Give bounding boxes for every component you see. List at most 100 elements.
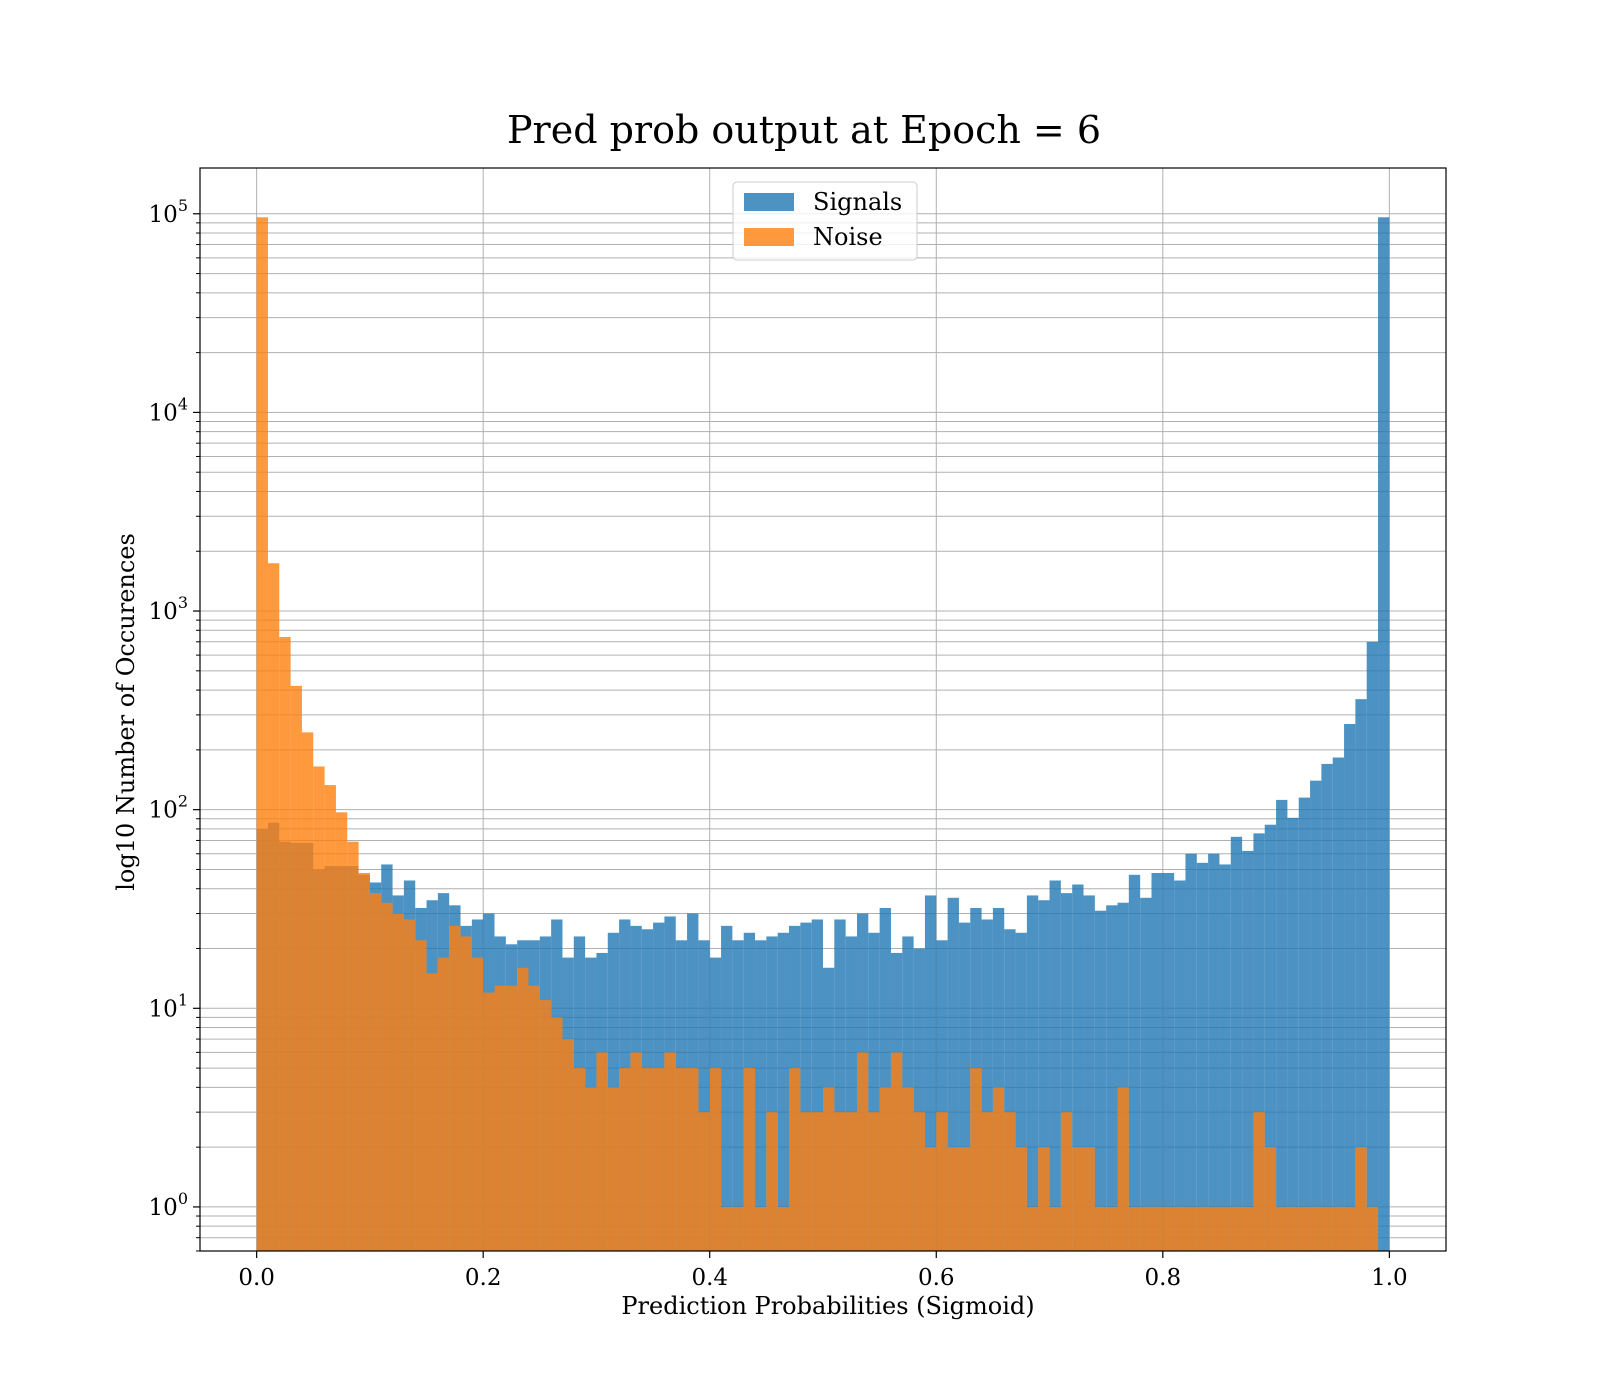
bar-noise (279, 637, 291, 1251)
bar-noise (755, 1206, 767, 1251)
bar-signals (1060, 893, 1073, 1251)
bar-signals (1219, 864, 1231, 1251)
bar-noise (1298, 1206, 1311, 1251)
bar-signals (1366, 641, 1379, 1251)
bar-signals (1332, 757, 1345, 1251)
bar-noise (1344, 1206, 1356, 1251)
bar-noise (902, 1087, 914, 1251)
x-tick-label: 0.2 (465, 1265, 502, 1291)
bar-signals (1298, 797, 1311, 1251)
y-tick-label: 102 (149, 792, 188, 824)
bar-noise (1072, 1147, 1084, 1251)
axes-frame (199, 167, 1447, 1252)
bar-noise (324, 785, 336, 1251)
bar-signals (1038, 900, 1050, 1251)
bar-noise (675, 1068, 688, 1251)
bar-signals (1117, 902, 1129, 1251)
bar-signals (1083, 895, 1095, 1251)
y-tick-label: 104 (149, 394, 188, 426)
bar-noise (1253, 1112, 1265, 1251)
bar-noise (437, 957, 450, 1251)
bar-noise (313, 766, 325, 1251)
bar-noise (800, 1112, 812, 1251)
bar-noise (1128, 1206, 1141, 1251)
histogram-bars (256, 217, 1390, 1251)
bar-noise (1264, 1147, 1277, 1251)
bar-signals (1344, 723, 1356, 1251)
bar-noise (551, 1017, 563, 1251)
bar-noise (449, 925, 461, 1251)
bar-noise (392, 913, 404, 1251)
bar-noise (1219, 1206, 1231, 1251)
bar-noise (698, 1112, 710, 1251)
bar-noise (517, 967, 529, 1251)
bar-noise (789, 1068, 801, 1251)
x-tick-label: 0.4 (691, 1265, 728, 1291)
bar-noise (1321, 1206, 1333, 1251)
bar-noise (924, 1147, 937, 1251)
bar-signals (1162, 872, 1175, 1251)
bar-signals (1185, 853, 1197, 1251)
bar-noise (845, 1112, 857, 1251)
bar-noise (879, 1087, 891, 1251)
legend-item-noise: Noise (744, 223, 883, 251)
bar-noise (1242, 1206, 1254, 1251)
bar-noise (1185, 1206, 1197, 1251)
bar-noise (936, 1112, 948, 1251)
y-tick-label: 101 (149, 990, 188, 1022)
bar-noise (1355, 1147, 1367, 1251)
bar-noise (630, 1052, 642, 1251)
series-noise (256, 217, 1379, 1251)
bar-noise (539, 1000, 552, 1251)
bar-noise (1094, 1206, 1107, 1251)
bar-signals (1287, 817, 1299, 1251)
legend-label-noise: Noise (813, 223, 883, 251)
bar-noise (619, 1068, 631, 1251)
x-tick-label: 0.0 (238, 1265, 275, 1291)
bar-noise (743, 1068, 756, 1251)
bar-signals (800, 922, 812, 1251)
bar-signals (1276, 799, 1288, 1251)
bar-noise (970, 1068, 982, 1251)
bar-noise (653, 1068, 665, 1251)
bar-signals (1321, 763, 1333, 1251)
y-tick-label: 100 (149, 1189, 188, 1221)
bar-signals (913, 948, 925, 1251)
bar-noise (528, 985, 540, 1251)
bar-noise (596, 1052, 608, 1251)
y-tick-label: 105 (149, 196, 188, 228)
bar-noise (607, 1087, 620, 1251)
bar-noise (1004, 1112, 1016, 1251)
bar-noise (347, 841, 359, 1251)
bar-signals (834, 919, 846, 1251)
bar-noise (483, 992, 495, 1251)
bar-signals (947, 897, 959, 1251)
bar-noise (369, 893, 382, 1251)
bar-noise (358, 872, 370, 1251)
bar-noise (947, 1147, 959, 1251)
bar-noise (721, 1206, 733, 1251)
legend-swatch-signals (744, 193, 794, 211)
x-tick-label: 1.0 (1371, 1265, 1408, 1291)
bar-noise (505, 985, 518, 1251)
bar-signals (1310, 780, 1322, 1251)
bar-signals (981, 919, 993, 1251)
bar-noise (1083, 1147, 1095, 1251)
bar-noise (834, 1112, 846, 1251)
bar-noise (664, 1052, 676, 1251)
bar-noise (868, 1112, 880, 1251)
x-axis-label: Prediction Probabilities (Sigmoid) (621, 1292, 1034, 1320)
legend: Signals Noise (732, 181, 918, 261)
bar-signals (721, 925, 733, 1251)
legend-label-signals: Signals (813, 188, 902, 216)
bar-noise (1060, 1112, 1073, 1251)
bar-noise (958, 1147, 971, 1251)
bar-signals (1072, 884, 1084, 1251)
bar-noise (1287, 1206, 1299, 1251)
bar-noise (403, 919, 416, 1251)
chart-title: Pred prob output at Epoch = 6 (507, 108, 1101, 152)
bar-noise (415, 940, 427, 1251)
bar-noise (1106, 1206, 1118, 1251)
bar-noise (267, 563, 280, 1251)
